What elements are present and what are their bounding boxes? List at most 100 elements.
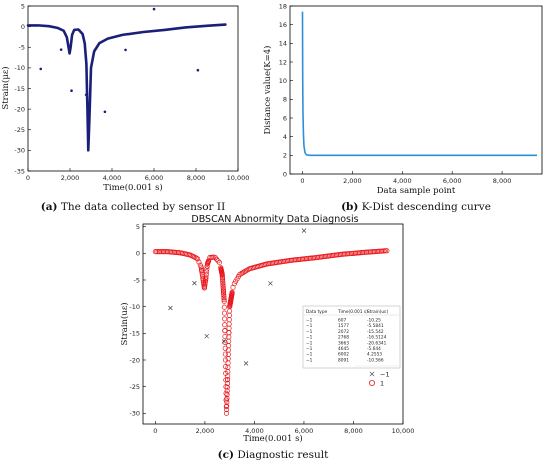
table-cell: 2072 bbox=[338, 329, 349, 335]
inlier-marker bbox=[237, 271, 243, 278]
outlier-point bbox=[196, 68, 200, 72]
inlier-marker bbox=[223, 390, 229, 396]
inlier-marker bbox=[200, 274, 206, 280]
inlier-marker bbox=[224, 395, 230, 401]
inlier-marker bbox=[220, 278, 226, 284]
y-tick-label: 4 bbox=[283, 133, 287, 141]
x-tick-label: 8,000 bbox=[187, 174, 206, 182]
inlier-marker bbox=[206, 258, 212, 264]
inlier-marker bbox=[226, 321, 232, 327]
y-tick-label: 6 bbox=[283, 114, 287, 122]
table-cell: 6002 bbox=[338, 352, 349, 358]
table-cell: -5.5841 bbox=[367, 323, 384, 329]
inlier-marker bbox=[224, 384, 230, 390]
table-header-cell: Time(0.001 s) bbox=[337, 309, 368, 315]
y-tick-label: -35 bbox=[14, 167, 25, 175]
inlier-marker bbox=[226, 312, 232, 318]
panel-a-axes-frame bbox=[27, 5, 239, 172]
table-cell: -20.6341 bbox=[367, 340, 387, 346]
table-cell: -5.644 bbox=[367, 346, 381, 352]
inlier-marker bbox=[204, 266, 210, 272]
inlier-marker bbox=[201, 285, 208, 291]
table-cell: 607 bbox=[338, 318, 346, 324]
panel-a-caption-tag: (a) bbox=[41, 201, 58, 213]
y-tick-label: -30 bbox=[129, 410, 140, 418]
inlier-marker bbox=[222, 328, 228, 334]
panel-b-axes-frame bbox=[289, 5, 543, 175]
legend-marker-circle bbox=[368, 379, 375, 386]
inlier-marker bbox=[202, 281, 208, 287]
inlier-marker bbox=[220, 285, 226, 291]
outlier-point bbox=[152, 7, 156, 11]
panel-a-strain-line bbox=[26, 23, 227, 152]
table-cell: −1 bbox=[306, 357, 313, 363]
inlier-marker bbox=[224, 399, 230, 405]
inlier-marker bbox=[238, 271, 244, 277]
inlier-marker bbox=[221, 292, 227, 298]
y-tick-label: 14 bbox=[279, 40, 287, 48]
table-cell: -10.25 bbox=[367, 318, 381, 324]
y-tick-label: -20 bbox=[129, 356, 140, 364]
y-tick-label: 0 bbox=[283, 170, 287, 178]
x-tick-label: 2,000 bbox=[61, 174, 80, 182]
inlier-marker bbox=[214, 256, 220, 262]
inlier-marker bbox=[242, 268, 248, 274]
inlier-marker bbox=[222, 351, 228, 357]
inlier-marker bbox=[224, 392, 230, 398]
inlier-marker bbox=[199, 272, 205, 278]
inlier-marker bbox=[202, 283, 208, 289]
inlier-marker bbox=[221, 304, 227, 310]
inlier-marker bbox=[221, 297, 227, 303]
table-header-cell: Data type bbox=[306, 309, 328, 315]
outlier-point bbox=[84, 93, 88, 97]
table-cell: -15.542 bbox=[367, 329, 384, 335]
x-tick-label: 0 bbox=[26, 174, 30, 182]
data-table-cells: Data type Time(0.001 s) Strain(uε) −1 607 -10… bbox=[304, 309, 399, 363]
x-tick-label: 2,000 bbox=[196, 427, 215, 435]
inlier-marker bbox=[224, 380, 230, 387]
inlier-marker bbox=[223, 364, 229, 370]
inlier-marker bbox=[226, 343, 232, 349]
inlier-marker bbox=[220, 283, 226, 289]
inlier-marker bbox=[219, 273, 225, 279]
inlier-marker bbox=[216, 259, 222, 266]
inlier-marker bbox=[203, 277, 209, 283]
outlier-marker bbox=[168, 305, 173, 311]
inlier-marker bbox=[225, 356, 231, 362]
table-cell: −1 bbox=[306, 346, 313, 352]
panel-c-data-table: Data type Time(0.001 s) Strain(uε) −1 607 -10… bbox=[302, 305, 401, 388]
y-tick-label: 8 bbox=[283, 96, 287, 104]
panel-b-caption: (b) K-Dist descending curve bbox=[341, 201, 491, 213]
legend-label: 1 bbox=[380, 380, 384, 388]
panel-b: 0 2,000 4,000 6,000 8,000 0 2 4 6 8 10 12 14 16 18 Dat… bbox=[262, 2, 543, 213]
inlier-marker bbox=[219, 275, 226, 281]
panel-c-ticks: 0 2,000 4,000 6,000 8,000 10,000 5 0 -5 -10 -15 -20… bbox=[129, 223, 414, 435]
outlier-point bbox=[39, 67, 43, 71]
y-tick-label: -15 bbox=[14, 85, 25, 93]
panel-c-title: DBSCAN Abnormity Data Diagnosis bbox=[191, 214, 358, 225]
panel-c-legend: −11 bbox=[355, 365, 399, 388]
y-tick-label: -25 bbox=[129, 383, 140, 391]
x-tick-label: 6,000 bbox=[295, 427, 314, 435]
y-tick-label: 0 bbox=[21, 23, 25, 31]
panel-c-outlier-markers bbox=[168, 228, 358, 366]
y-tick-label: 18 bbox=[279, 2, 287, 10]
table-cell: −1 bbox=[306, 340, 313, 346]
inlier-marker bbox=[226, 325, 232, 331]
inlier-marker bbox=[220, 287, 226, 293]
y-tick-label: 0 bbox=[136, 250, 140, 258]
inlier-marker bbox=[384, 248, 390, 254]
inlier-marker bbox=[224, 403, 230, 409]
inlier-marker bbox=[221, 295, 227, 301]
inlier-marker bbox=[229, 289, 235, 295]
table-header-cell: Strain(uε) bbox=[367, 309, 388, 315]
outlier-marker bbox=[192, 280, 197, 286]
y-tick-label: 16 bbox=[279, 21, 287, 29]
x-tick-label: 6,000 bbox=[443, 177, 462, 185]
panel-c-xlabel: Time(0.001 s) bbox=[243, 433, 303, 444]
inlier-marker bbox=[244, 267, 250, 274]
table-cell: −1 bbox=[306, 335, 313, 341]
panel-c-inlier-markers bbox=[152, 248, 390, 416]
panel-b-ticks: 0 2,000 4,000 6,000 8,000 0 2 4 6 8 10 12 14 16 18 bbox=[279, 2, 512, 185]
panel-c-axes-frame bbox=[142, 223, 404, 425]
